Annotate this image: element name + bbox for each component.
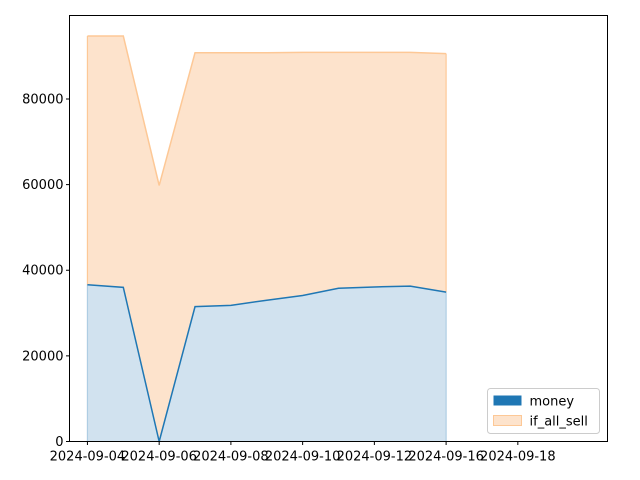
plot-frame <box>69 15 608 442</box>
x-tick-label: 2024-09-16 <box>408 450 484 465</box>
legend-label: if_all_sell <box>530 415 588 430</box>
y-tick-label: 40000 <box>22 264 63 279</box>
if-all-sell-area <box>87 36 447 442</box>
x-tick-label: 2024-09-12 <box>337 450 413 465</box>
x-tick-label: 2024-09-08 <box>193 450 269 465</box>
x-tick-label: 2024-09-04 <box>50 450 126 465</box>
legend-swatch <box>493 395 522 406</box>
legend: money if_all_sell <box>487 388 600 434</box>
x-tick-label: 2024-09-18 <box>480 450 556 465</box>
series-areas <box>87 36 447 442</box>
y-tick-label: 80000 <box>22 92 63 107</box>
x-tick-label: 2024-09-06 <box>121 450 197 465</box>
y-tick-label: 0 <box>55 435 63 450</box>
y-tick-label: 60000 <box>22 178 63 193</box>
x-tick-label: 2024-09-10 <box>265 450 341 465</box>
legend-label: money <box>530 395 575 410</box>
x-axis: 2024-09-042024-09-062024-09-082024-09-10… <box>50 441 556 465</box>
legend-swatch <box>493 415 522 426</box>
y-axis: 0 20000 40000 60000 80000 <box>22 92 70 450</box>
series-lines <box>86 35 447 442</box>
money-area <box>87 284 447 442</box>
y-tick-label: 20000 <box>22 349 63 364</box>
